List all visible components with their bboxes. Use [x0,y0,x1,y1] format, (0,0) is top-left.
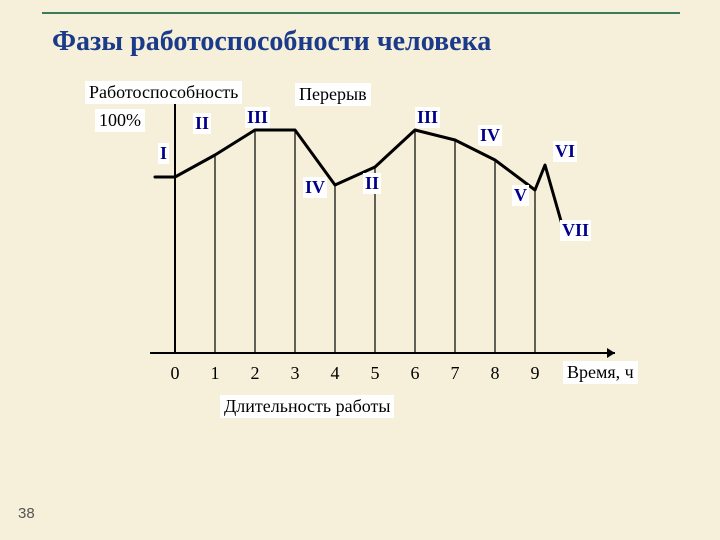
title-rule [42,12,680,14]
svg-text:3: 3 [291,363,300,383]
x-axis-title: Время, ч [563,361,638,384]
svg-text:9: 9 [531,363,540,383]
phase-label-3: IV [303,177,327,198]
y-axis-title: Работоспособность [85,81,242,104]
phase-label-2: III [245,107,270,128]
page-title: Фазы работоспособности человека [52,26,491,58]
phase-label-9: VII [560,220,591,241]
svg-text:7: 7 [451,363,460,383]
phase-label-6: IV [478,125,502,146]
phase-label-0: I [158,143,169,164]
duration-label: Длительность работы [220,395,394,418]
svg-text:8: 8 [491,363,500,383]
performance-chart: 0123456789 Работоспособность 100% Переры… [85,85,645,395]
phase-label-1: II [193,113,211,134]
svg-text:5: 5 [371,363,380,383]
svg-text:0: 0 [171,363,180,383]
svg-text:6: 6 [411,363,420,383]
svg-text:2: 2 [251,363,260,383]
y-100-label: 100% [95,109,145,132]
phase-label-4: II [363,173,381,194]
break-label: Перерыв [295,83,371,106]
phase-label-7: V [512,185,529,206]
phase-label-8: VI [553,141,577,162]
page-number: 38 [18,505,35,522]
phase-label-5: III [415,107,440,128]
svg-text:1: 1 [211,363,220,383]
svg-text:4: 4 [331,363,340,383]
